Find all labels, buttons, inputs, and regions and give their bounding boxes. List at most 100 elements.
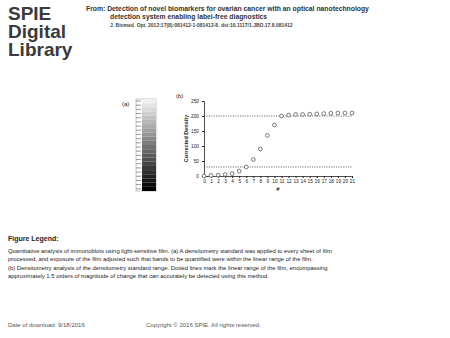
strip-band [142,162,156,166]
strip-frame [136,99,156,191]
tick: 100 [191,144,204,149]
tick-mark [260,176,261,178]
strip-band [142,141,156,145]
tick: 5 [238,176,241,184]
tick-mark [202,101,204,102]
tick-label: 0 [203,179,206,184]
tick-mark [296,176,297,178]
tick: 10 [272,176,278,184]
citation: J. Biomed. Opt. 2012;17(8):081412-1-0814… [110,22,293,28]
tick-mark [317,176,318,178]
tick-label: 13 [293,179,299,184]
tick-label: 9 [267,179,270,184]
data-point [294,113,298,117]
tick-label: 17 [322,179,328,184]
strip-band [142,166,156,170]
tick-label: 11 [280,179,285,184]
tick: 4 [231,176,234,184]
tick: 9 [267,176,270,184]
data-point [280,114,284,118]
tick-label: 12 [286,179,292,184]
data-point [266,134,270,138]
x-axis-title: # [276,186,280,192]
tick-mark [352,176,353,178]
tick: 200 [191,114,204,119]
strip-tick [136,172,141,173]
tick: 20 [343,176,349,184]
tick: 8 [260,176,263,184]
tick-mark [324,176,325,178]
strip-band [142,174,156,178]
strip-tick [136,184,141,185]
tick: 250 [191,99,204,104]
data-point [322,112,326,116]
data-point [350,111,354,115]
tick-label: 10 [272,179,278,184]
logo-text: Library [8,39,73,60]
tick-label: 50 [194,159,200,164]
data-point [202,174,206,178]
strip-band [142,128,156,132]
tick-label: 21 [350,179,356,184]
tick-label: 16 [315,179,321,184]
strip-band [142,116,156,120]
data-point [287,113,291,117]
tick-mark [310,176,311,178]
axis-line [205,177,353,179]
strip-band [142,124,156,128]
tick-mark [239,176,240,178]
strip-band [142,107,156,111]
legend-text: (b) Densitometry analysis of the densito… [8,265,328,271]
tick-label: 0 [196,174,199,179]
legend-text: processed, and exposure of the film adju… [8,256,313,262]
strip-band [142,183,156,187]
tick: 14 [300,176,306,184]
strip-tick [136,105,141,106]
strip-tick [136,101,141,102]
tick-label: 200 [191,114,199,119]
footer-copyright: Copyright © 2016 SPIE. All rights reserv… [146,322,261,328]
tick-mark [253,176,254,178]
strip-tick [136,113,141,114]
tick-label: 19 [336,179,342,184]
tick-label: 15 [308,179,314,184]
tick: 17 [322,176,328,184]
strip-band [142,103,156,107]
tick: 6 [245,176,248,184]
data-point [273,123,277,127]
tick-mark [274,176,275,178]
tick: 12 [286,176,292,184]
reference-line [204,116,352,117]
data-point [244,165,248,169]
axis-line [202,102,205,177]
data-point [343,111,347,115]
data-point [329,111,333,115]
strip-band [142,137,156,141]
tick-mark [331,176,332,178]
strip-tick [136,163,141,164]
data-point [216,173,220,177]
tick-label: 5 [238,179,241,184]
tick-label: 1 [210,179,213,184]
article-title: detection system enabling label-free dia… [110,13,267,21]
tick-mark [202,116,204,117]
strip-tick [136,180,141,181]
footer-date: Date of download: 9/18/2016 [8,322,85,328]
tick: 19 [336,176,342,184]
strip-tick [136,155,141,156]
strip-tick [136,138,141,139]
tick: 150 [191,129,204,134]
tick-mark [202,161,204,162]
density-strip [136,99,156,191]
tick-mark [202,131,204,132]
tick-mark [338,176,339,178]
data-point [251,158,255,162]
data-point [209,174,213,178]
tick: 13 [293,176,299,184]
data-point [223,173,227,177]
strip-tick [136,121,141,122]
data-point [230,172,234,176]
strip-band [142,99,156,103]
data-point [301,113,305,117]
plot-area [202,111,354,178]
